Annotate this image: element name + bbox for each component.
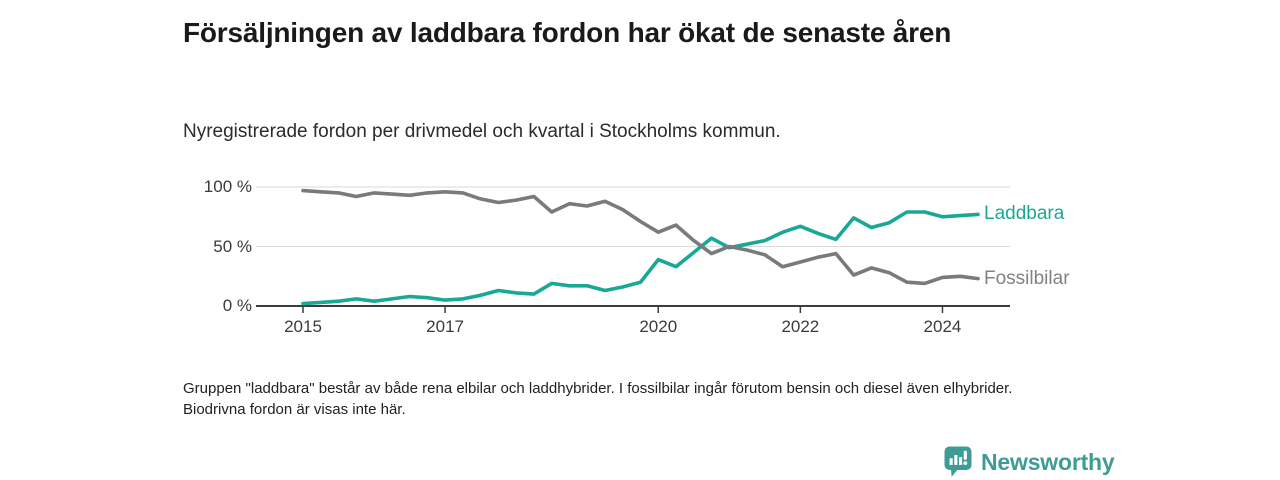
series-line-fossilbilar (301, 188, 980, 286)
newsworthy-logo-icon (944, 446, 972, 477)
x-axis-label: 2022 (781, 317, 820, 336)
series-label-fossilbilar: Fossilbilar (984, 267, 1070, 289)
newsworthy-logo[interactable]: Newsworthy (944, 446, 1115, 478)
x-axis-label: 2020 (639, 317, 678, 336)
chart-footnote: Gruppen "laddbara" består av både rena e… (183, 380, 1013, 418)
y-axis-label: 100 % (203, 177, 252, 196)
newsworthy-logo-text: Newsworthy (981, 448, 1115, 475)
x-axis-label: 2017 (426, 317, 464, 336)
chart-title: Försäljningen av laddbara fordon har öka… (183, 16, 952, 48)
x-axis-label: 2015 (284, 317, 322, 336)
chart-subtitle: Nyregistrerade fordon per drivmedel och … (183, 121, 781, 142)
x-axis-label: 2024 (923, 317, 962, 336)
y-axis-label: 50 % (213, 236, 252, 256)
series-label-laddbara: Laddbara (984, 203, 1065, 225)
y-axis-label: 0 % (222, 296, 252, 315)
series-line-laddbara (301, 210, 980, 306)
